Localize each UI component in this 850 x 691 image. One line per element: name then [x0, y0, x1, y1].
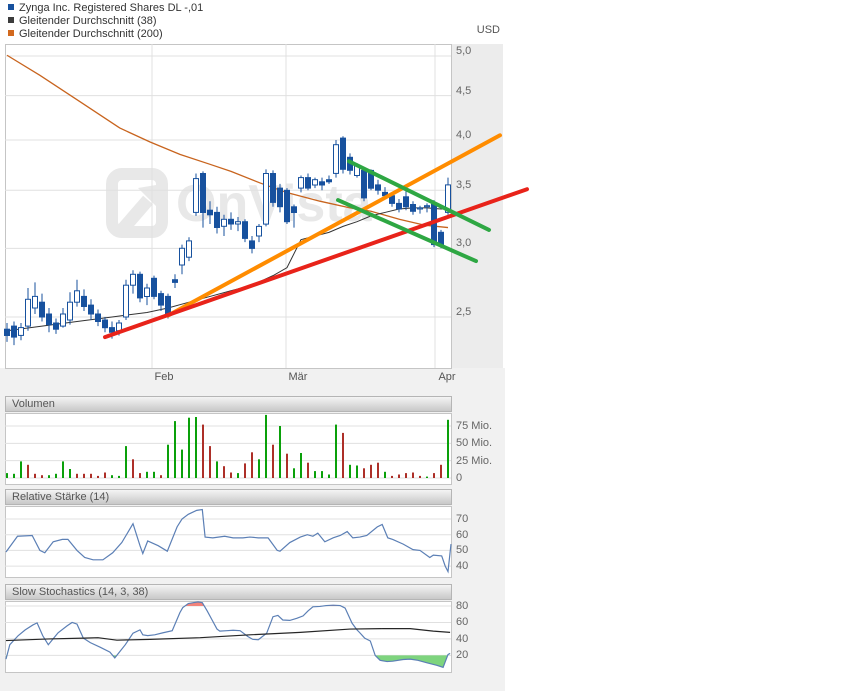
volume-ytick-label: 50 Mio.: [456, 437, 493, 450]
stochastics-ytick-label: 60: [456, 616, 469, 629]
rsi-ytick-label: 70: [456, 513, 469, 525]
price-ytick-label: 5,0: [456, 45, 472, 57]
volume-panel-title: Volumen: [12, 398, 55, 410]
month-xtick-label: Apr: [438, 371, 456, 383]
legend-label: Gleitender Durchschnitt (38): [19, 15, 157, 27]
month-xtick-label: Feb: [154, 371, 174, 383]
price-ytick-label: 4,0: [456, 129, 472, 141]
volume-ytick-label: 75 Mio.: [456, 420, 493, 432]
rsi-panel-header[interactable]: Relative Stärke (14): [5, 489, 452, 505]
price-ytick-label: 3,0: [456, 237, 472, 250]
price-ytick-label: 2,5: [456, 305, 472, 318]
stochastics-plot[interactable]: [5, 601, 452, 673]
stochastics-panel-header[interactable]: Slow Stochastics (14, 3, 38): [5, 584, 452, 600]
volume-ytick-label: 0: [456, 472, 463, 484]
rsi-ytick-label: 50: [456, 544, 469, 557]
volume-ytick-label: 25 Mio.: [456, 454, 493, 467]
price-series-swatch: [8, 4, 14, 10]
stochastics-ytick-label: 20: [456, 649, 469, 662]
price-chart-plot[interactable]: [5, 44, 452, 369]
stochastics-panel-title: Slow Stochastics (14, 3, 38): [12, 586, 149, 598]
ma200-series-swatch: [8, 30, 14, 36]
currency-label: USD: [476, 24, 500, 36]
legend-label: Zynga Inc. Registered Shares DL -,01: [19, 2, 204, 14]
rsi-panel-title: Relative Stärke (14): [12, 491, 110, 503]
stochastics-ytick-label: 40: [456, 632, 469, 645]
legend-item-ma200: Gleitender Durchschnitt (200): [8, 28, 203, 41]
rsi-ytick-label: 40: [456, 560, 469, 573]
chart-legend: Zynga Inc. Registered Shares DL -,01 Gle…: [8, 2, 203, 41]
price-ytick-label: 4,5: [456, 84, 472, 97]
legend-item-price: Zynga Inc. Registered Shares DL -,01: [8, 2, 203, 15]
rsi-plot[interactable]: [5, 506, 452, 578]
legend-label: Gleitender Durchschnitt (200): [19, 28, 163, 40]
price-ytick-label: 3,5: [456, 179, 472, 192]
volume-panel-header[interactable]: Volumen: [5, 396, 452, 412]
month-xtick-label: Mär: [288, 371, 308, 383]
ma38-series-swatch: [8, 17, 14, 23]
rsi-ytick-label: 60: [456, 528, 469, 541]
stochastics-ytick-label: 80: [456, 600, 469, 612]
volume-plot[interactable]: [5, 413, 452, 485]
legend-item-ma38: Gleitender Durchschnitt (38): [8, 15, 203, 28]
